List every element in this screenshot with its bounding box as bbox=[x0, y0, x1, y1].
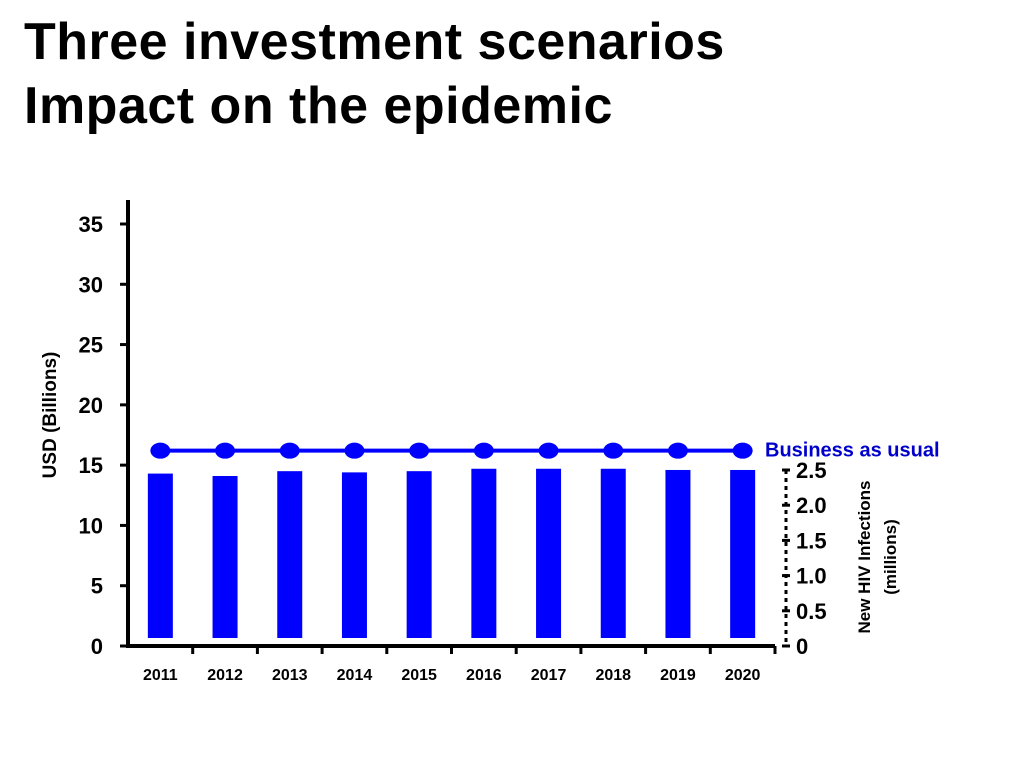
line-point bbox=[473, 442, 494, 459]
y-tick-label: 25 bbox=[79, 333, 103, 358]
slide-title: Three investment scenarios Impact on the… bbox=[24, 10, 725, 138]
y2-tick-label: 1.0 bbox=[796, 564, 827, 589]
bar bbox=[730, 469, 756, 638]
bar bbox=[147, 473, 173, 638]
y2-tick-label: 0.5 bbox=[796, 599, 827, 624]
y2-tick-label: 0 bbox=[796, 634, 808, 659]
line-point bbox=[279, 442, 300, 459]
bar bbox=[341, 472, 367, 638]
y2-tick-label: 2.5 bbox=[796, 458, 827, 483]
y2-axis-title-line1: New HIV Infections bbox=[855, 480, 874, 633]
line-point bbox=[603, 442, 624, 459]
y-tick-label: 20 bbox=[79, 393, 103, 418]
bar bbox=[277, 471, 303, 638]
y-tick-label: 30 bbox=[79, 272, 103, 297]
y-tick-label: 10 bbox=[79, 513, 103, 538]
x-tick-label: 2020 bbox=[725, 667, 761, 684]
line-group bbox=[150, 442, 753, 459]
series-label: Business as usual bbox=[765, 440, 940, 462]
line-point bbox=[344, 442, 365, 459]
y-tick-label: 35 bbox=[79, 212, 103, 237]
bar bbox=[665, 469, 691, 638]
x-tick-label: 2011 bbox=[143, 667, 178, 684]
y-tick-label: 15 bbox=[79, 453, 103, 478]
line-point bbox=[409, 442, 430, 459]
bar bbox=[600, 468, 626, 638]
line-point bbox=[215, 442, 236, 459]
title-line-2: Impact on the epidemic bbox=[24, 77, 613, 135]
y2-tick-label: 2.0 bbox=[796, 493, 827, 518]
bars-group bbox=[147, 468, 756, 638]
line-point bbox=[538, 442, 559, 459]
title-line-1: Three investment scenarios bbox=[24, 13, 725, 71]
line-point bbox=[150, 442, 171, 459]
bar bbox=[406, 471, 432, 638]
x-tick-label: 2017 bbox=[531, 667, 567, 684]
x-tick-label: 2014 bbox=[337, 667, 373, 684]
bar bbox=[212, 475, 238, 638]
x-tick-label: 2015 bbox=[401, 667, 437, 684]
y2-tick-label: 1.5 bbox=[796, 528, 827, 553]
labels-group: 0 5 10 15 20 25 30 35 2011 2012 2013 2014 2015 2016 20… bbox=[40, 212, 940, 684]
line-point bbox=[732, 442, 753, 459]
x-tick-label: 2018 bbox=[595, 667, 631, 684]
bar bbox=[471, 468, 497, 638]
x-tick-label: 2013 bbox=[272, 667, 308, 684]
y-tick-label: 0 bbox=[91, 634, 103, 659]
y-tick-label: 5 bbox=[91, 574, 103, 599]
y2-axis-title-line2: (millions) bbox=[881, 519, 900, 595]
bar bbox=[536, 468, 562, 638]
x-tick-label: 2019 bbox=[660, 667, 696, 684]
line-point bbox=[667, 442, 688, 459]
axes-group bbox=[120, 200, 790, 654]
x-tick-label: 2012 bbox=[207, 667, 243, 684]
x-tick-label: 2016 bbox=[466, 667, 502, 684]
y-axis-title: USD (Billions) bbox=[40, 352, 61, 479]
